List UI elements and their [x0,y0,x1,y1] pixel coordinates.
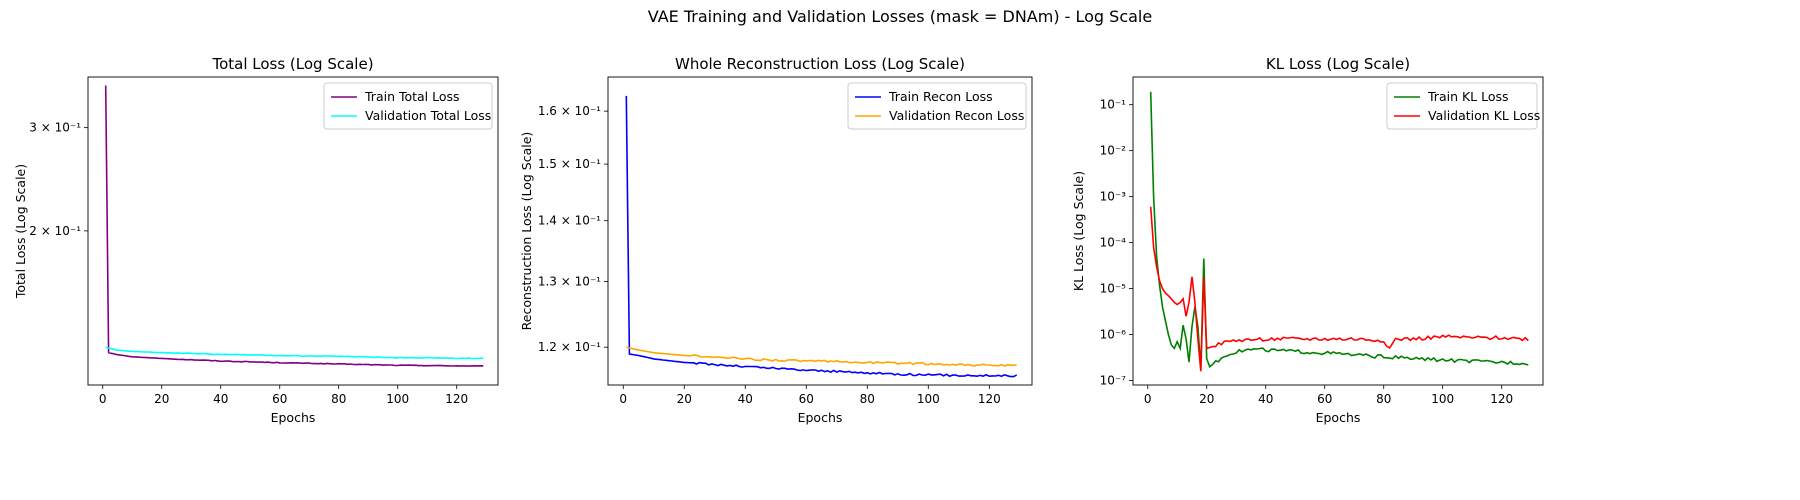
plot-frame [87,76,499,386]
y-tick-label: 1.6 × 10⁻¹ [538,104,601,118]
y-tick-label: 1.5 × 10⁻¹ [538,157,601,171]
subplot-title: Total Loss (Log Scale) [211,55,373,73]
legend-label: Train KL Loss [1427,89,1509,104]
series-line-validation-recon-loss [626,346,1017,367]
legend-box [847,82,1027,130]
legend-label: Train Total Loss [364,89,460,104]
series-line-validation-kl-loss [1149,206,1529,372]
y-tick-label: 10⁻¹ [1100,98,1127,112]
x-tick-label: 40 [1258,392,1273,406]
x-axis-label: Epochs [271,410,316,425]
x-tick-label: 20 [1199,392,1214,406]
plot-frame [1132,76,1544,386]
x-tick-label: 20 [154,392,169,406]
series-line-validation-total-loss [105,346,484,360]
x-tick-label: 80 [1376,392,1391,406]
x-tick-label: 0 [99,392,107,406]
x-tick-label: 20 [677,392,692,406]
plot-frame [607,76,1033,386]
series-line-train-kl-loss [1149,91,1529,369]
y-axis-label: Reconstruction Loss (Log Scale) [519,132,534,331]
legend-label: Validation KL Loss [1428,108,1540,123]
x-tick-label: 60 [799,392,814,406]
x-tick-label: 40 [213,392,228,406]
legend-box [323,82,493,130]
legend: Train Total Loss Validation Total Loss [323,82,493,130]
y-tick-label: 2 × 10⁻¹ [29,224,81,238]
legend: Train Recon Loss Validation Recon Loss [847,82,1027,130]
x-tick-label: 0 [619,392,627,406]
series-line-train-recon-loss [625,95,1018,378]
legend-label: Validation Recon Loss [889,108,1024,123]
legend: Train KL Loss Validation KL Loss [1386,82,1540,130]
y-tick-label: 1.3 × 10⁻¹ [538,275,601,289]
x-tick-label: 60 [272,392,287,406]
subplot-2: Whole Reconstruction Loss (Log Scale) 0 20… [519,55,1033,425]
subplot-3: KL Loss (Log Scale) 0 20 40 60 80 100 120 10⁻⁷ 10… [1071,55,1544,425]
figure-suptitle: VAE Training and Validation Losses (mask… [648,7,1152,26]
subplot-1: Total Loss (Log Scale) 0 20 40 60 80 100 120 2 ×… [13,55,499,425]
x-tick-label: 100 [386,392,409,406]
x-tick-label: 80 [860,392,875,406]
legend-box [1386,82,1538,130]
series-line-train-total-loss [104,85,484,367]
x-tick-label: 40 [738,392,753,406]
legend-label: Validation Total Loss [365,108,491,123]
x-axis-label: Epochs [798,410,843,425]
y-tick-label: 1.2 × 10⁻¹ [538,340,601,354]
x-tick-label: 60 [1317,392,1332,406]
y-axis-label: KL Loss (Log Scale) [1071,171,1086,291]
x-tick-label: 0 [1144,392,1152,406]
x-tick-label: 120 [445,392,468,406]
y-tick-label: 10⁻³ [1100,190,1127,204]
x-tick-label: 100 [917,392,940,406]
y-tick-label: 1.4 × 10⁻¹ [538,214,601,228]
y-tick-label: 10⁻⁶ [1100,328,1127,342]
x-tick-label: 100 [1431,392,1454,406]
x-axis-label: Epochs [1316,410,1361,425]
y-tick-label: 3 × 10⁻¹ [29,121,81,135]
y-axis-label: Total Loss (Log Scale) [13,164,28,299]
subplot-title: Whole Reconstruction Loss (Log Scale) [675,55,965,73]
x-tick-label: 120 [1490,392,1513,406]
legend-label: Train Recon Loss [888,89,993,104]
y-tick-label: 10⁻⁵ [1100,282,1127,296]
x-tick-label: 120 [978,392,1001,406]
x-tick-label: 80 [331,392,346,406]
y-tick-label: 10⁻⁴ [1100,236,1127,250]
y-tick-label: 10⁻⁷ [1100,374,1127,388]
subplot-title: KL Loss (Log Scale) [1266,55,1410,73]
y-tick-label: 10⁻² [1100,144,1127,158]
